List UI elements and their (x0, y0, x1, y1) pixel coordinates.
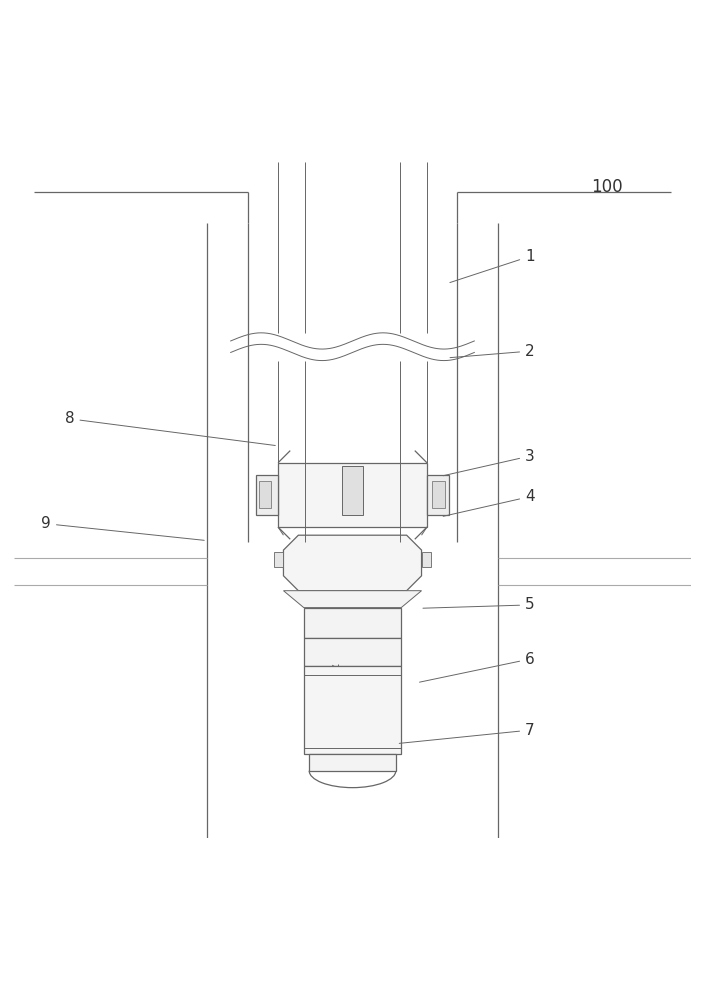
Bar (304, 638, 401, 666)
Bar (422, 552, 431, 567)
Text: 4: 4 (443, 489, 534, 516)
Bar (427, 475, 448, 515)
Polygon shape (283, 535, 422, 591)
Bar (274, 552, 283, 567)
Text: 9: 9 (41, 516, 204, 540)
Text: 5: 5 (423, 597, 534, 612)
Text: 3: 3 (443, 449, 535, 476)
Bar (432, 481, 445, 508)
Bar (342, 466, 363, 515)
Bar (278, 463, 427, 527)
Bar (257, 475, 278, 515)
Text: 2: 2 (450, 344, 534, 359)
Bar (304, 608, 401, 638)
Bar (309, 754, 396, 771)
Circle shape (331, 551, 347, 568)
Text: 1: 1 (450, 249, 534, 283)
Text: 100: 100 (591, 178, 623, 196)
Text: 8: 8 (65, 411, 275, 445)
Polygon shape (283, 591, 422, 608)
Text: 7: 7 (399, 723, 534, 743)
Text: 6: 6 (419, 652, 535, 682)
Bar (259, 481, 271, 508)
Bar (304, 666, 401, 754)
